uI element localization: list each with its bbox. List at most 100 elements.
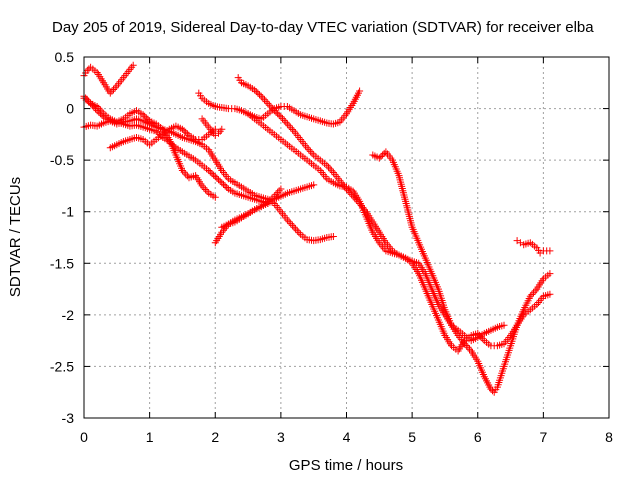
data-point <box>129 138 131 141</box>
chart-title: Day 205 of 2019, Sidereal Day-to-day VTE… <box>52 19 594 36</box>
data-point <box>162 136 164 139</box>
data-point <box>280 138 282 141</box>
data-point <box>227 108 229 110</box>
data-point <box>267 102 269 104</box>
data-point <box>254 209 256 211</box>
data-point <box>86 69 88 71</box>
data-point <box>109 92 111 94</box>
data-point <box>444 334 446 337</box>
x-tick-label: 3 <box>277 429 285 445</box>
data-point <box>142 138 144 141</box>
data-point <box>300 138 302 141</box>
data-point <box>418 273 420 275</box>
data-point <box>549 293 551 295</box>
data-point <box>214 128 216 130</box>
data-point <box>450 324 453 326</box>
data-point <box>372 154 374 156</box>
x-tick-label: 2 <box>211 429 219 445</box>
data-point <box>122 141 124 143</box>
data-point <box>457 329 459 331</box>
data-point <box>444 309 446 311</box>
data-point <box>542 250 545 252</box>
data-point <box>313 184 315 186</box>
data-point <box>437 319 439 321</box>
data-point <box>168 141 170 143</box>
data-point <box>234 182 236 184</box>
data-point <box>247 85 249 87</box>
data-point <box>549 273 551 275</box>
data-point <box>260 118 262 120</box>
data-point <box>391 159 393 161</box>
data-point <box>214 196 216 198</box>
series-track-m <box>513 237 554 257</box>
data-point <box>326 178 328 180</box>
data-point <box>529 309 531 311</box>
data-point <box>175 147 177 149</box>
data-point <box>345 113 348 115</box>
data-point <box>116 144 118 146</box>
data-point <box>273 110 275 112</box>
data-point <box>470 334 472 337</box>
data-point <box>546 250 548 252</box>
data-point <box>96 71 98 74</box>
data-point <box>109 147 111 149</box>
data-point <box>267 128 269 130</box>
data-point <box>352 102 354 104</box>
data-point <box>542 295 545 297</box>
data-point <box>214 242 216 244</box>
data-point <box>293 130 295 132</box>
data-point <box>339 180 341 182</box>
data-point <box>306 239 308 241</box>
data-point <box>201 144 203 146</box>
data-point <box>286 105 288 108</box>
data-point <box>483 340 485 342</box>
data-point <box>437 303 439 306</box>
data-point <box>313 164 315 166</box>
data-point <box>129 120 131 122</box>
data-point <box>431 288 433 290</box>
data-point <box>319 169 321 172</box>
data-point <box>516 324 518 326</box>
data-point <box>503 324 505 326</box>
data-point <box>181 151 183 153</box>
data-point <box>306 186 308 188</box>
data-point <box>155 138 157 141</box>
data-point <box>464 334 466 337</box>
data-point <box>135 110 138 112</box>
x-axis-label: GPS time / hours <box>289 457 403 474</box>
data-point <box>536 303 538 306</box>
data-point <box>319 120 321 122</box>
data-point <box>260 206 262 208</box>
data-point <box>234 221 236 223</box>
y-tick-label: -0.5 <box>50 152 74 168</box>
data-point <box>431 273 433 275</box>
data-point <box>418 242 420 244</box>
data-point <box>247 113 249 115</box>
data-point <box>214 176 216 178</box>
data-point <box>103 122 105 124</box>
y-tick-label: -1 <box>62 204 75 220</box>
data-point <box>300 154 302 156</box>
data-point <box>247 196 249 198</box>
data-point <box>208 149 210 151</box>
data-point <box>493 391 495 393</box>
data-point <box>523 309 525 311</box>
data-point <box>188 155 190 157</box>
y-tick-label: -3 <box>62 410 75 426</box>
data-point <box>313 154 315 156</box>
data-point <box>181 136 183 139</box>
data-point <box>385 151 387 153</box>
data-point <box>326 236 328 239</box>
data-point <box>293 149 295 151</box>
data-point <box>181 128 183 130</box>
data-point <box>378 242 380 244</box>
data-point <box>503 343 505 345</box>
data-point <box>470 340 472 342</box>
data-point <box>135 136 138 139</box>
data-point <box>339 185 341 187</box>
data-point <box>195 159 197 161</box>
data-point <box>359 200 361 202</box>
x-tick-label: 5 <box>408 429 416 445</box>
data-point <box>503 365 505 367</box>
data-point <box>418 262 420 264</box>
